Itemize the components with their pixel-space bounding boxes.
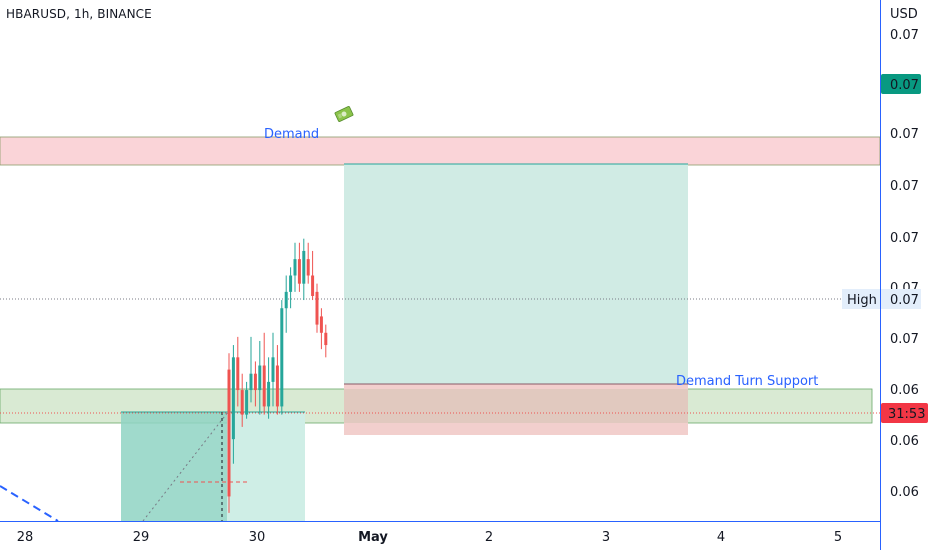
- time-tick-label: 4: [717, 530, 725, 545]
- candle-body[interactable]: [289, 275, 293, 292]
- countdown-tag: [881, 403, 928, 423]
- candle-body[interactable]: [284, 291, 288, 309]
- candle-body[interactable]: [319, 316, 323, 333]
- price-tick-label: 0.06: [890, 383, 919, 398]
- candle-body[interactable]: [267, 381, 271, 407]
- candle-body[interactable]: [280, 308, 284, 407]
- price-tick-label: 0.07: [890, 231, 919, 246]
- past-position-light[interactable]: [227, 412, 305, 521]
- candle-body[interactable]: [253, 373, 257, 391]
- time-tick-label: 30: [249, 530, 266, 545]
- candle-body[interactable]: [231, 357, 235, 440]
- price-tick-label: 0.07: [890, 332, 919, 347]
- support-label: Demand Turn Support: [676, 374, 818, 389]
- time-tick-label: 5: [834, 530, 842, 545]
- candle-body[interactable]: [302, 250, 306, 284]
- price-tick-label: 0.06: [890, 434, 919, 449]
- candle-body[interactable]: [258, 365, 262, 391]
- candle-body[interactable]: [249, 373, 253, 391]
- countdown-text: 31:53: [888, 407, 925, 422]
- candle-body[interactable]: [227, 369, 231, 497]
- chart-title: HBARUSD, 1h, BINANCE: [6, 7, 152, 21]
- price-tick-label: 0.07: [890, 179, 919, 194]
- candle-body[interactable]: [275, 365, 279, 407]
- candle-body[interactable]: [240, 390, 244, 415]
- candle-body[interactable]: [306, 259, 310, 276]
- time-tick-label: May: [358, 530, 388, 545]
- current-price-tag: [881, 74, 921, 94]
- time-tick-label: 3: [602, 530, 610, 545]
- high-value-text: 0.07: [890, 293, 919, 308]
- time-tick-label: 29: [133, 530, 150, 545]
- candles-group: [227, 238, 328, 513]
- candle-body[interactable]: [311, 275, 315, 296]
- candle-body[interactable]: [293, 259, 297, 276]
- high-value-tag: [881, 289, 921, 309]
- candle-body[interactable]: [297, 259, 301, 284]
- money-icon[interactable]: [334, 106, 354, 122]
- past-position-dark[interactable]: [121, 412, 227, 521]
- price-tick-label: 0.06: [890, 485, 919, 500]
- demand-label: Demand: [264, 127, 319, 142]
- trend-dotted-line: [142, 411, 229, 521]
- candle-body[interactable]: [271, 357, 275, 382]
- candle-body[interactable]: [236, 357, 240, 391]
- time-tick-label: 2: [485, 530, 493, 545]
- high-tag-text: High: [847, 293, 877, 308]
- blue-dashed-trendline: [0, 485, 59, 521]
- currency-label: USD: [890, 7, 918, 22]
- candle-body[interactable]: [315, 291, 319, 325]
- time-tick-label: 28: [17, 530, 34, 545]
- long-stop-support-overlap: [344, 389, 688, 423]
- price-tick-label: 0.07: [890, 28, 919, 43]
- long-target-zone[interactable]: [344, 164, 688, 384]
- price-tick-label: 0.07: [890, 127, 919, 142]
- current-price-tag-text: 0.07: [890, 78, 919, 93]
- demand-zone[interactable]: [0, 136, 880, 166]
- candle-body[interactable]: [245, 390, 249, 415]
- candle-body[interactable]: [324, 332, 328, 346]
- candle-body[interactable]: [262, 365, 266, 407]
- high-tag: [842, 289, 880, 309]
